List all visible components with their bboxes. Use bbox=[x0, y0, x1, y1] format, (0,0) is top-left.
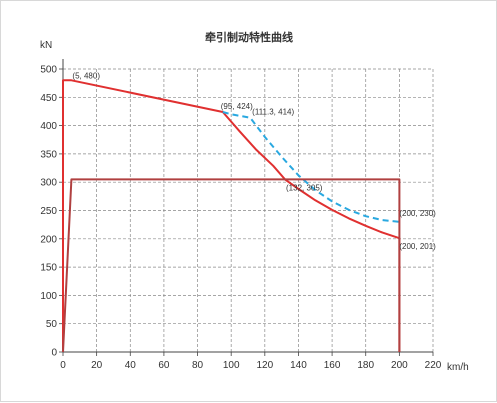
grid-layer bbox=[63, 68, 434, 352]
x-tick-label: 220 bbox=[425, 360, 442, 371]
x-tick-label: 0 bbox=[60, 360, 66, 371]
y-axis-label: kN bbox=[40, 40, 52, 51]
label-layer: 0 20 40 60 80 100 120 140 160 180 200 220 0 50 100 150 2… bbox=[40, 65, 441, 372]
series-layer bbox=[62, 79, 401, 353]
y-tick-label: 450 bbox=[40, 93, 57, 104]
x-tick-label: 20 bbox=[91, 360, 103, 371]
point-annotation: (200, 201) bbox=[399, 242, 436, 251]
x-tick-label: 60 bbox=[158, 360, 170, 371]
x-tick-label: 200 bbox=[391, 360, 408, 371]
x-tick-label: 160 bbox=[324, 360, 341, 371]
x-tick-label: 140 bbox=[290, 360, 307, 371]
y-tick-label: 0 bbox=[51, 348, 57, 359]
x-tick-label: 80 bbox=[192, 360, 204, 371]
series-brake-line bbox=[62, 178, 401, 353]
point-annotation: (132, 305) bbox=[286, 183, 323, 192]
y-tick-label: 100 bbox=[40, 291, 57, 302]
y-tick-label: 50 bbox=[46, 319, 58, 330]
y-tick-label: 350 bbox=[40, 149, 57, 160]
x-tick-label: 120 bbox=[256, 360, 273, 371]
x-axis-label: km/h bbox=[447, 362, 469, 373]
x-tick-label: 180 bbox=[357, 360, 374, 371]
point-annotation: (111.3, 414) bbox=[252, 108, 294, 117]
point-annotation: (95, 424) bbox=[221, 102, 253, 111]
point-annotation: (200, 230) bbox=[399, 209, 436, 218]
y-tick-label: 300 bbox=[40, 178, 57, 189]
x-tick-label: 40 bbox=[125, 360, 137, 371]
series-dashed-line bbox=[222, 111, 400, 223]
y-tick-label: 150 bbox=[40, 263, 57, 274]
y-tick-label: 500 bbox=[40, 65, 57, 76]
x-tick-label: 100 bbox=[223, 360, 240, 371]
y-tick-label: 200 bbox=[40, 234, 57, 245]
y-tick-label: 250 bbox=[40, 206, 57, 217]
point-annotation: (5, 480) bbox=[72, 71, 100, 80]
y-tick-label: 400 bbox=[40, 121, 57, 132]
chart-title: 牵引制动特性曲线 bbox=[205, 30, 293, 44]
series-traction-line bbox=[62, 79, 401, 352]
